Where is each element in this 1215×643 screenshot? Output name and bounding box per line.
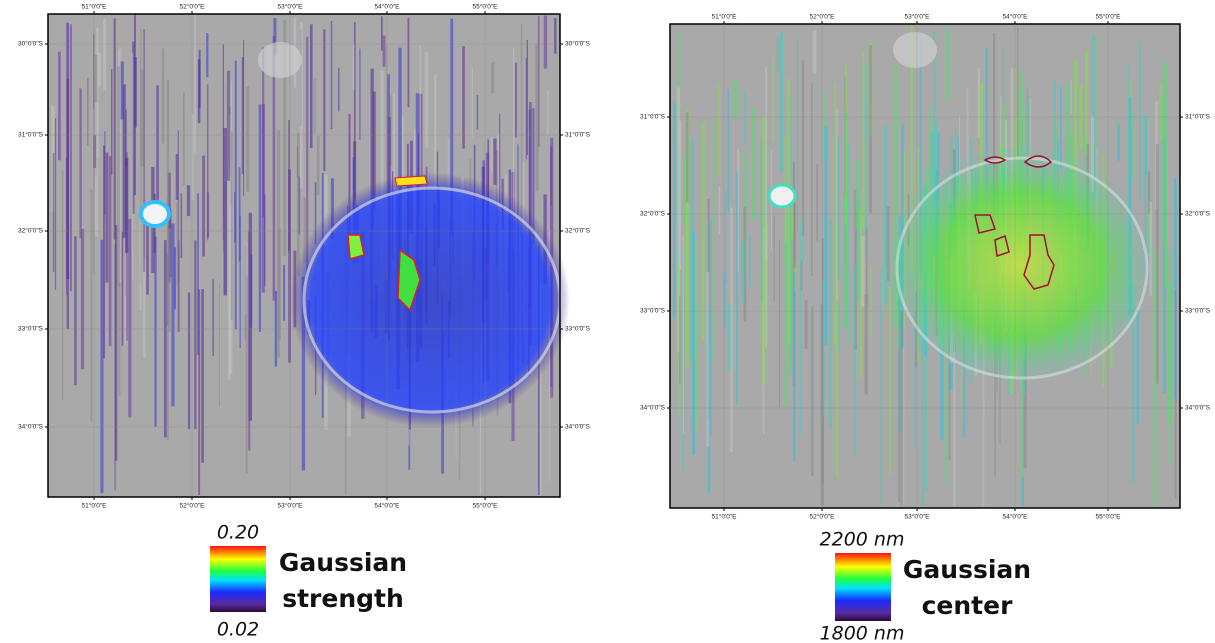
lon-label: 51°0'0"E — [712, 13, 738, 21]
lat-label: 34°0'0"S — [565, 423, 591, 431]
legend-title: center — [922, 591, 1013, 620]
lat-label: 32°0'0"S — [1185, 210, 1211, 218]
lon-label: 51°0'0"E — [712, 513, 738, 521]
lon-label: 51°0'0"E — [82, 3, 108, 11]
lon-label: 53°0'0"E — [905, 513, 931, 521]
lat-label: 33°0'0"S — [565, 325, 591, 333]
lat-label: 31°0'0"S — [18, 131, 44, 139]
lon-label: 54°0'0"E — [1003, 13, 1029, 21]
map-left — [45, 11, 570, 500]
legend-max: 0.20 — [217, 522, 259, 544]
legend-left: 0.20 0.02 Gaussian strength — [210, 522, 407, 641]
crater-overlay — [885, 145, 1155, 385]
anomaly — [395, 176, 427, 186]
small-crater — [769, 185, 795, 207]
lat-label: 31°0'0"S — [640, 113, 666, 121]
lat-label: 34°0'0"S — [18, 423, 44, 431]
figure: 0.20 0.02 Gaussian strength 2200 nm 1800… — [0, 0, 1215, 643]
lon-label: 51°0'0"E — [82, 502, 108, 510]
lon-label: 55°0'0"E — [1096, 513, 1122, 521]
legend-min: 1800 nm — [820, 623, 905, 643]
lon-label: 53°0'0"E — [905, 13, 931, 21]
lat-label: 31°0'0"S — [1185, 113, 1211, 121]
lat-label: 32°0'0"S — [565, 227, 591, 235]
lon-label: 55°0'0"E — [473, 3, 499, 11]
lon-label: 52°0'0"E — [810, 513, 836, 521]
lat-label: 33°0'0"S — [18, 325, 44, 333]
color-bar — [835, 553, 891, 621]
lat-label: 32°0'0"S — [640, 210, 666, 218]
legend-max: 2200 nm — [820, 529, 905, 551]
lon-label: 53°0'0"E — [278, 3, 304, 11]
map-right — [667, 21, 1183, 511]
legend-min: 0.02 — [217, 619, 259, 641]
legend-title: Gaussian — [903, 555, 1031, 584]
lat-label: 30°0'0"S — [565, 40, 591, 48]
small-crater — [893, 32, 937, 68]
small-crater — [141, 202, 169, 226]
lon-label: 54°0'0"E — [375, 3, 401, 11]
lat-label: 31°0'0"S — [565, 131, 591, 139]
lon-label: 52°0'0"E — [180, 3, 206, 11]
lat-label: 33°0'0"S — [640, 307, 666, 315]
lat-label: 32°0'0"S — [18, 227, 44, 235]
lon-label: 55°0'0"E — [1096, 13, 1122, 21]
legend-right: 2200 nm 1800 nm Gaussian center — [820, 529, 1032, 643]
legend-title: strength — [282, 584, 404, 613]
lat-label: 34°0'0"S — [640, 404, 666, 412]
lon-label: 55°0'0"E — [473, 502, 499, 510]
lon-label: 52°0'0"E — [180, 502, 206, 510]
lon-label: 52°0'0"E — [810, 13, 836, 21]
color-bar — [210, 546, 266, 612]
lon-label: 53°0'0"E — [278, 502, 304, 510]
legend-title: Gaussian — [279, 548, 407, 577]
lon-label: 54°0'0"E — [1003, 513, 1029, 521]
lon-label: 54°0'0"E — [375, 502, 401, 510]
small-crater — [258, 42, 302, 78]
crater-overlay — [290, 172, 570, 428]
lat-label: 30°0'0"S — [18, 40, 44, 48]
lat-label: 33°0'0"S — [1185, 307, 1211, 315]
lat-label: 34°0'0"S — [1185, 404, 1211, 412]
